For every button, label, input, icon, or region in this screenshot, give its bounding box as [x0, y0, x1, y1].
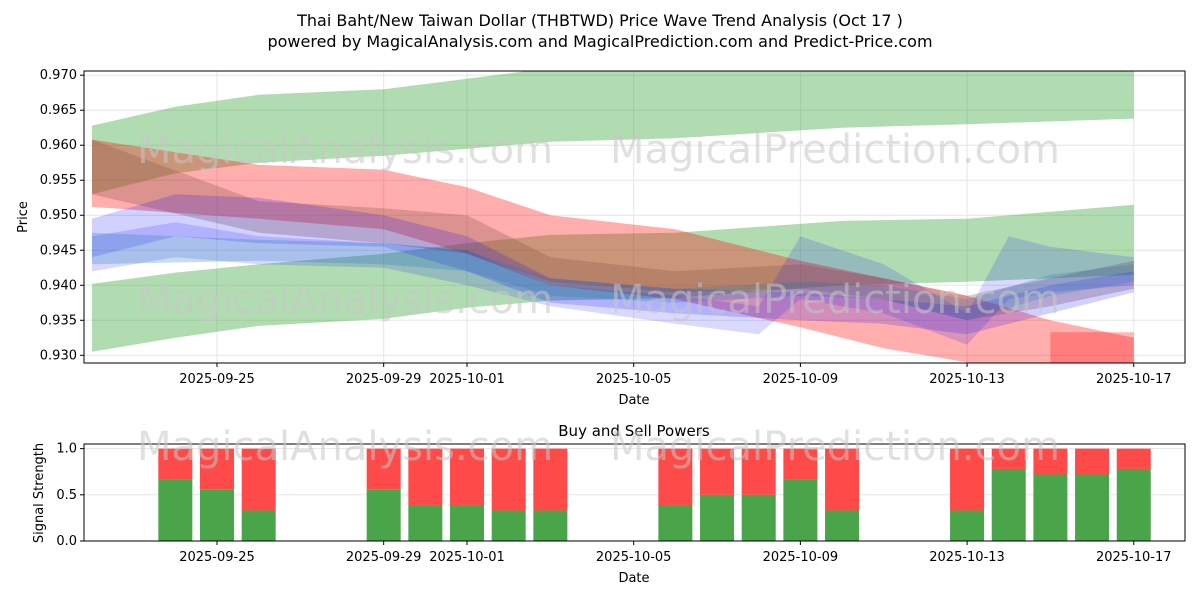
signal-chart-title: Buy and Sell Powers: [558, 422, 710, 440]
sell-bar: [700, 448, 735, 495]
x-tick-label: 2025-10-01: [429, 372, 505, 387]
buy-bar: [241, 510, 276, 541]
x-tick-label: 2025-10-13: [929, 550, 1005, 565]
y-tick-label: 0.5: [56, 488, 77, 503]
sell-bar: [658, 448, 693, 505]
buy-bar: [200, 489, 234, 541]
sell-bar: [200, 448, 234, 490]
watermark-prediction: MagicalPrediction.com: [610, 277, 1060, 323]
sell-bar: [741, 448, 776, 495]
buy-bar: [658, 504, 693, 541]
sell-bar: [491, 448, 526, 511]
sell-bar: [1116, 448, 1151, 469]
watermark-analysis: MagicalAnalysis.com: [137, 127, 553, 173]
sell-bar: [783, 448, 818, 480]
x-axis-label: Date: [618, 393, 649, 408]
x-tick-label: 2025-10-17: [1096, 372, 1172, 387]
watermark-analysis: MagicalAnalysis.com: [137, 277, 553, 323]
x-tick-label: 2025-09-29: [346, 550, 422, 565]
chart-title: Thai Baht/New Taiwan Dollar (THBTWD) Pri…: [296, 11, 903, 30]
y-tick-label: 0.955: [40, 173, 77, 188]
y-tick-label: 0.945: [40, 243, 77, 258]
x-tick-label: 2025-10-09: [763, 372, 839, 387]
price-chart: 0.930 0.935 0.940 0.945 0.950 0.955 0.960 0.965…: [16, 68, 1186, 408]
wave-band: [91, 222, 1134, 345]
sell-bar: [450, 448, 485, 505]
y-tick-label: 0.965: [40, 103, 77, 118]
watermark-prediction: MagicalPrediction.com: [610, 127, 1060, 173]
x-tick-label: 2025-10-09: [763, 550, 839, 565]
y-tick-label: 0.960: [40, 138, 77, 153]
x-tick-label: 2025-10-17: [1096, 550, 1172, 565]
sell-bar: [1075, 448, 1110, 475]
plot-frame: [83, 70, 1186, 364]
y-tick-label: 0.0: [56, 534, 77, 549]
x-tick-label: 2025-09-25: [179, 372, 255, 387]
buy-bar: [1033, 474, 1068, 541]
y-tick-label: 0.940: [40, 278, 77, 293]
buy-bar: [991, 468, 1026, 541]
watermark-prediction: MagicalPrediction.com: [610, 424, 1060, 470]
y-axis-label: Signal Strength: [32, 443, 47, 543]
sell-bar: [825, 448, 860, 511]
buy-bar: [700, 494, 735, 541]
buy-bar: [408, 504, 443, 541]
buy-bar: [825, 510, 860, 541]
wave-band: [91, 232, 1134, 321]
y-tick-label: 0.950: [40, 208, 77, 223]
buy-bar: [1075, 474, 1110, 541]
sell-bar: [408, 448, 443, 505]
buy-bar: [783, 479, 818, 541]
y-tick-label: 0.970: [40, 68, 77, 83]
buy-bar: [1116, 468, 1151, 541]
sell-bar: [950, 448, 985, 511]
sell-bar: [533, 448, 568, 511]
sell-bar: [241, 448, 276, 511]
buy-bar: [491, 510, 526, 541]
x-tick-label: 2025-10-05: [596, 372, 672, 387]
sell-bar: [1033, 448, 1068, 475]
wave-band: [91, 194, 1134, 335]
x-tick-label: 2025-10-13: [929, 372, 1005, 387]
buy-bar: [533, 510, 568, 541]
sell-bar: [158, 448, 193, 480]
plot-frame: [83, 443, 1186, 542]
y-axis-label: Price: [16, 201, 31, 233]
wave-band: [91, 139, 1134, 363]
wave-band: [91, 204, 1134, 352]
wave-band: [91, 139, 1134, 321]
buy-bar: [366, 489, 401, 541]
buy-bar: [450, 504, 485, 541]
y-tick-label: 1.0: [56, 442, 77, 457]
y-tick-label: 0.935: [40, 313, 77, 328]
buy-bar: [950, 510, 985, 541]
x-tick-label: 2025-10-05: [596, 550, 672, 565]
x-tick-label: 2025-09-29: [346, 372, 422, 387]
sell-bar: [366, 448, 401, 490]
wave-band: [1050, 332, 1134, 363]
x-axis-label: Date: [618, 571, 649, 586]
wave-band: [91, 71, 1134, 195]
sell-bar: [991, 448, 1026, 469]
bands: [91, 71, 1134, 363]
buy-bar: [158, 479, 193, 541]
buy-bar: [741, 494, 776, 541]
y-tick-label: 0.930: [40, 348, 77, 363]
x-tick-label: 2025-10-01: [429, 550, 505, 565]
chart-subtitle: powered by MagicalAnalysis.com and Magic…: [267, 32, 932, 51]
watermark-analysis: MagicalAnalysis.com: [137, 424, 553, 470]
x-tick-label: 2025-09-25: [179, 550, 255, 565]
signal-chart: 0.0 0.5 1.0 2025-09-25 2025-09-29 2025-10-01 2…: [32, 422, 1186, 586]
